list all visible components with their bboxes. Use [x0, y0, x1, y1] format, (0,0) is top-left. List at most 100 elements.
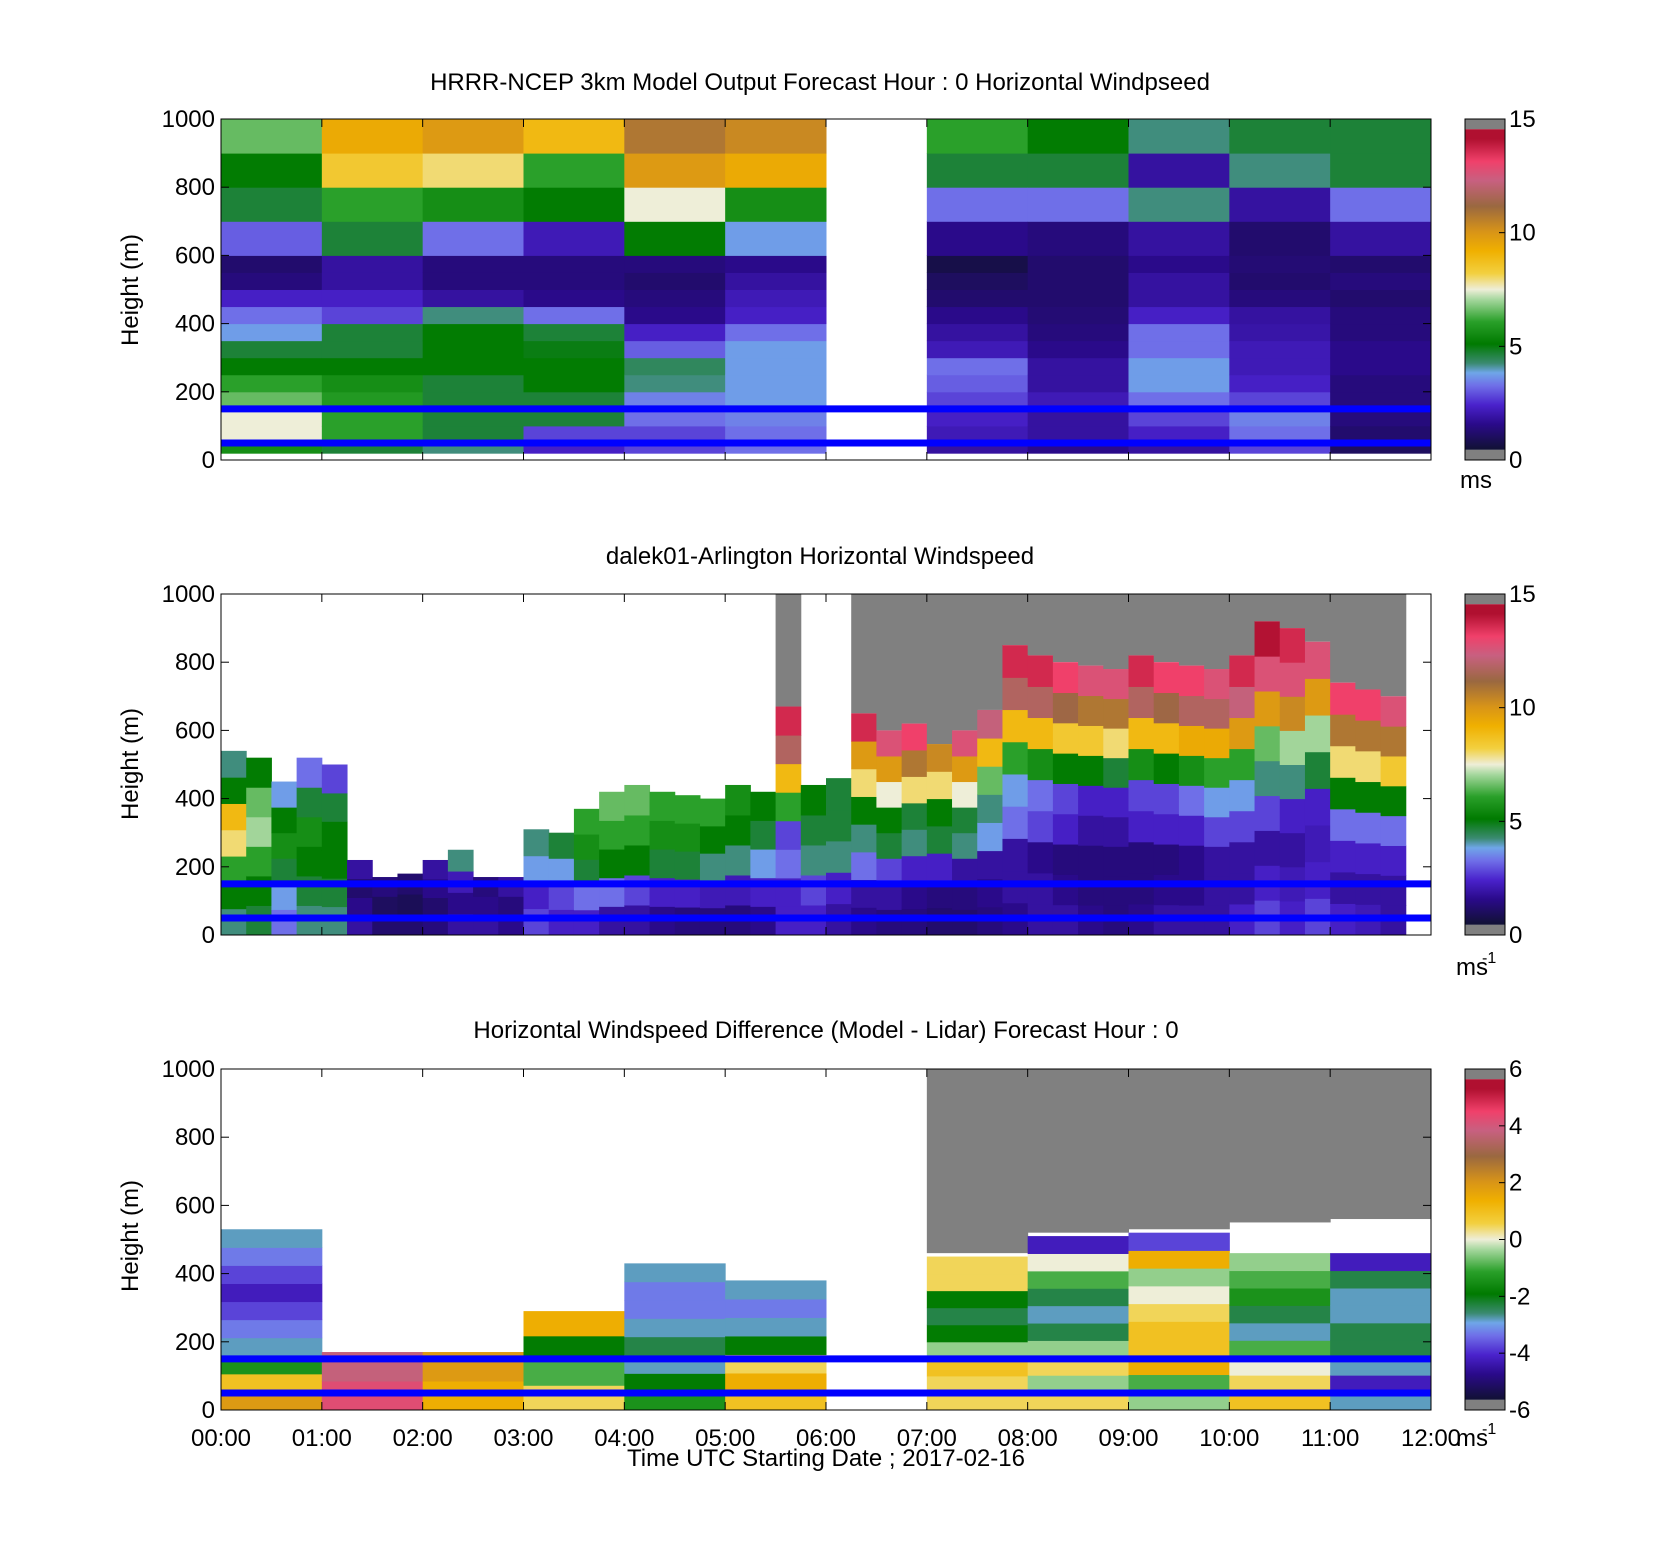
heatmap-cell	[826, 809, 852, 842]
heatmap-cell	[422, 408, 524, 427]
heatmap-cell	[1229, 1322, 1331, 1341]
heatmap-cell	[624, 323, 726, 342]
panel-lidar-ylabel: Height (m)	[117, 708, 144, 820]
heatmap-cell	[901, 855, 928, 883]
heatmap-cell	[1002, 645, 1029, 678]
heatmap-cell	[221, 1319, 323, 1339]
heatmap-cell	[523, 255, 625, 273]
heatmap-cell	[1330, 1253, 1432, 1272]
no-data-cell	[1355, 594, 1382, 690]
heatmap-cell	[1178, 725, 1205, 756]
heatmap-cell	[1128, 442, 1230, 454]
heatmap-cell	[422, 272, 524, 290]
panel-difference-title: Horizontal Windspeed Difference (Model -…	[473, 1017, 1178, 1044]
heatmap-cell	[246, 846, 272, 877]
heatmap-cell	[422, 374, 524, 393]
heatmap-cell	[1178, 665, 1205, 697]
heatmap-cell	[1027, 289, 1129, 308]
heatmap-cell	[1229, 779, 1256, 812]
heatmap-cell	[876, 832, 903, 859]
heatmap-cell	[1128, 289, 1230, 308]
heatmap-cell	[876, 883, 903, 910]
x-tick-label: 00:00	[191, 1425, 251, 1452]
heatmap-cell	[1279, 798, 1306, 834]
heatmap-cell	[548, 883, 575, 910]
heatmap-cell	[926, 1256, 1029, 1275]
heatmap-cell	[725, 1298, 827, 1318]
heatmap-cell	[1128, 872, 1155, 905]
heatmap-cell	[1330, 840, 1356, 873]
heatmap-cell	[926, 825, 953, 854]
panel-difference-colorbar-unit-sup: -1	[1482, 1421, 1496, 1438]
no-data-cell	[1330, 594, 1356, 683]
heatmap-cell	[1279, 764, 1306, 800]
heatmap-cell	[347, 897, 373, 917]
heatmap-cell	[271, 909, 298, 936]
heatmap-cell	[1229, 872, 1256, 905]
heatmap-cell	[876, 807, 903, 834]
heatmap-cell	[1229, 748, 1256, 781]
heatmap-cell	[422, 425, 524, 444]
heatmap-cell	[624, 1281, 726, 1301]
heatmap-cell	[725, 1280, 827, 1300]
x-tick-label: 08:00	[998, 1425, 1058, 1452]
heatmap-cell	[523, 221, 625, 256]
heatmap-cell	[1380, 875, 1407, 906]
panel-model-title: HRRR-NCEP 3km Model Output Forecast Hour…	[430, 69, 1210, 96]
heatmap-cell	[1330, 1392, 1432, 1411]
no-data-cell	[977, 594, 1003, 710]
heatmap-cell	[952, 832, 978, 859]
panel-model-colorbar: 0 5 10 15	[1464, 106, 1536, 474]
no-data-cell	[1027, 1069, 1129, 1233]
heatmap-cell	[1128, 1250, 1230, 1269]
heatmap-cell	[422, 153, 524, 188]
heatmap-cell	[826, 778, 852, 811]
heatmap-cell	[926, 1290, 1029, 1309]
heatmap-cell	[573, 884, 600, 911]
heatmap-cell	[1254, 760, 1281, 797]
heatmap-cell	[624, 425, 726, 444]
heatmap-cell	[926, 744, 953, 772]
heatmap-cell	[800, 874, 827, 906]
heatmap-cell	[926, 255, 1029, 273]
heatmap-cell	[1027, 779, 1054, 812]
y-tick-label: 0	[202, 922, 215, 949]
no-data-cell	[1229, 594, 1256, 656]
panel-difference-plot: 0 200 400 600 800 1000 00:00 01:00 02:00 03:00 04:…	[162, 1056, 1461, 1452]
heatmap-cell	[1330, 1270, 1432, 1289]
heatmap-cell	[1178, 815, 1205, 846]
heatmap-cell	[1153, 874, 1180, 906]
heatmap-cell	[1128, 425, 1230, 444]
heatmap-cell	[674, 851, 701, 880]
colorbar-gradient	[1465, 604, 1505, 925]
colorbar-under-cap	[1465, 924, 1505, 935]
heatmap-cell	[1128, 841, 1155, 874]
heatmap-cell	[1229, 655, 1256, 687]
heatmap-cell	[447, 849, 474, 872]
heatmap-cell	[1304, 825, 1331, 863]
heatmap-cell	[321, 306, 424, 325]
heatmap-cell	[775, 735, 802, 765]
y-tick-label: 800	[175, 174, 215, 201]
heatmap-cell	[1128, 1392, 1230, 1411]
heatmap-cell	[1380, 785, 1407, 817]
heatmap-cell	[624, 357, 726, 376]
heatmap-cell	[1052, 753, 1079, 784]
heatmap-cell	[876, 909, 903, 936]
heatmap-cell	[1027, 841, 1054, 874]
heatmap-cell	[1254, 830, 1281, 866]
heatmap-cell	[1027, 1340, 1129, 1359]
heatmap-cell	[1330, 745, 1356, 778]
y-tick-label: 0	[202, 1397, 215, 1424]
heatmap-cell	[1128, 1321, 1230, 1340]
heatmap-cell	[926, 391, 1029, 410]
heatmap-cell	[523, 1385, 625, 1411]
heatmap-cell	[221, 340, 323, 359]
heatmap-cell	[926, 272, 1029, 290]
heatmap-cell	[725, 357, 827, 376]
heatmap-cell	[1027, 686, 1054, 719]
heatmap-cell	[1027, 872, 1054, 905]
heatmap-cell	[750, 849, 777, 879]
panel-model-plot: 0 200 400 600 800 1000	[162, 106, 1432, 474]
heatmap-cell	[1178, 875, 1205, 906]
